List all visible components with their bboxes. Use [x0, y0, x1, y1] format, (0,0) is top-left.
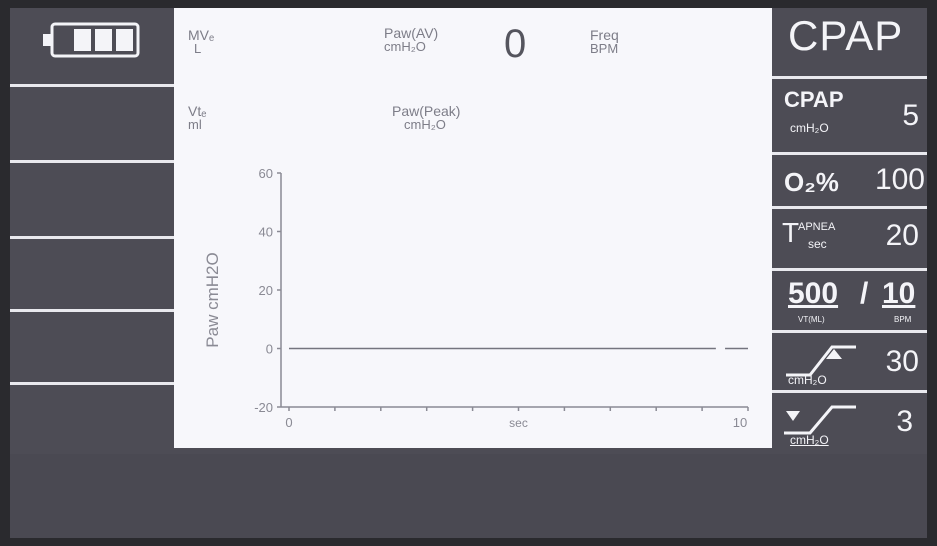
softkey-2[interactable] — [10, 87, 174, 163]
tapnea-unit: sec — [808, 237, 827, 251]
high-alarm-unit: cmH₂O — [788, 373, 827, 387]
cpap-unit: cmH₂O — [790, 121, 829, 135]
paw-av-value: 0 — [504, 22, 527, 66]
high-alarm-value: 30 — [885, 345, 919, 378]
pressure-chart: 60 40 20 0 -20 0 10 sec Paw cmH2O — [203, 166, 749, 430]
y-tick-label: 60 — [259, 166, 273, 181]
softkey-6[interactable] — [10, 385, 174, 448]
tapnea-label: T — [782, 217, 800, 248]
o2-value: 100 — [874, 163, 925, 196]
paw-peak-label: Paw(Peak) — [392, 103, 461, 119]
y-axis-label: Paw cmH2O — [203, 252, 222, 347]
vte-readout: Vtₑ ml — [188, 104, 206, 132]
y-tick-label: 40 — [259, 225, 273, 240]
low-pressure-alarm[interactable]: cmH₂O 3 — [772, 390, 927, 451]
battery-icon — [43, 22, 140, 58]
y-tick-label: -20 — [254, 400, 273, 415]
freq-unit: BPM — [590, 41, 619, 56]
mve-readout: MVₑ L — [188, 28, 214, 56]
y-tick-label: 0 — [266, 342, 273, 357]
battery-key — [10, 8, 174, 87]
x-tick-label: 10 — [733, 415, 747, 430]
vte-unit: ml — [188, 117, 202, 132]
right-settings-column: CPAP CPAP cmH₂O 5 O₂% 100 T APNEA sec 20… — [772, 8, 927, 451]
cpap-label: CPAP — [784, 87, 844, 112]
softkey-5[interactable] — [10, 312, 174, 385]
paw-peak-readout: Paw(Peak) cmH₂O — [392, 104, 460, 132]
mode-box[interactable]: CPAP — [772, 8, 927, 74]
vt-unit: VT(ML) — [798, 315, 825, 324]
low-alarm-unit: cmH₂O — [790, 433, 829, 447]
footer-bar — [10, 454, 927, 538]
x-tick-label: 0 — [285, 415, 292, 430]
softkey-3[interactable] — [10, 163, 174, 239]
o2-setting[interactable]: O₂% 100 — [772, 152, 927, 207]
freq-readout: Freq BPM — [590, 28, 619, 56]
vte-label: Vtₑ — [188, 103, 207, 119]
paw-av-label: Paw(AV) — [384, 25, 439, 41]
vt-rate-separator: / — [860, 277, 869, 310]
apnea-time-setting[interactable]: T APNEA sec 20 — [772, 206, 927, 269]
freq-label: Freq — [590, 27, 619, 43]
o2-label: O₂% — [784, 167, 839, 197]
tapnea-sub: APNEA — [798, 221, 836, 233]
left-softkey-column — [10, 8, 174, 448]
cpap-value: 5 — [902, 99, 919, 132]
vt-value: 500 — [788, 277, 839, 310]
low-alarm-value: 3 — [896, 405, 913, 438]
x-axis-label: sec — [509, 416, 528, 430]
volume-rate-setting[interactable]: 500 / 10 VT(ML) BPM — [772, 268, 927, 331]
paw-av-readout: Paw(AV) cmH₂O — [384, 26, 438, 54]
mve-label: MVₑ — [188, 27, 215, 43]
mve-unit: L — [194, 41, 202, 56]
rate-unit: BPM — [894, 315, 912, 324]
waveform-panel: MVₑ L Vtₑ ml Paw(AV) cmH₂O 0 Paw(Peak) c… — [174, 8, 772, 448]
paw-av-unit: cmH₂O — [384, 39, 426, 54]
y-tick-label: 20 — [259, 283, 273, 298]
softkey-4[interactable] — [10, 239, 174, 312]
high-alarm-icon — [786, 345, 856, 377]
paw-peak-unit: cmH₂O — [404, 117, 446, 132]
high-pressure-alarm[interactable]: cmH₂O 30 — [772, 330, 927, 391]
ventilator-screen: MVₑ L Vtₑ ml Paw(AV) cmH₂O 0 Paw(Peak) c… — [10, 8, 927, 538]
cpap-setting[interactable]: CPAP cmH₂O 5 — [772, 76, 927, 153]
mode-title: CPAP — [788, 12, 904, 59]
low-alarm-icon — [784, 405, 856, 435]
tapnea-value: 20 — [885, 219, 919, 252]
rate-value: 10 — [882, 277, 916, 310]
